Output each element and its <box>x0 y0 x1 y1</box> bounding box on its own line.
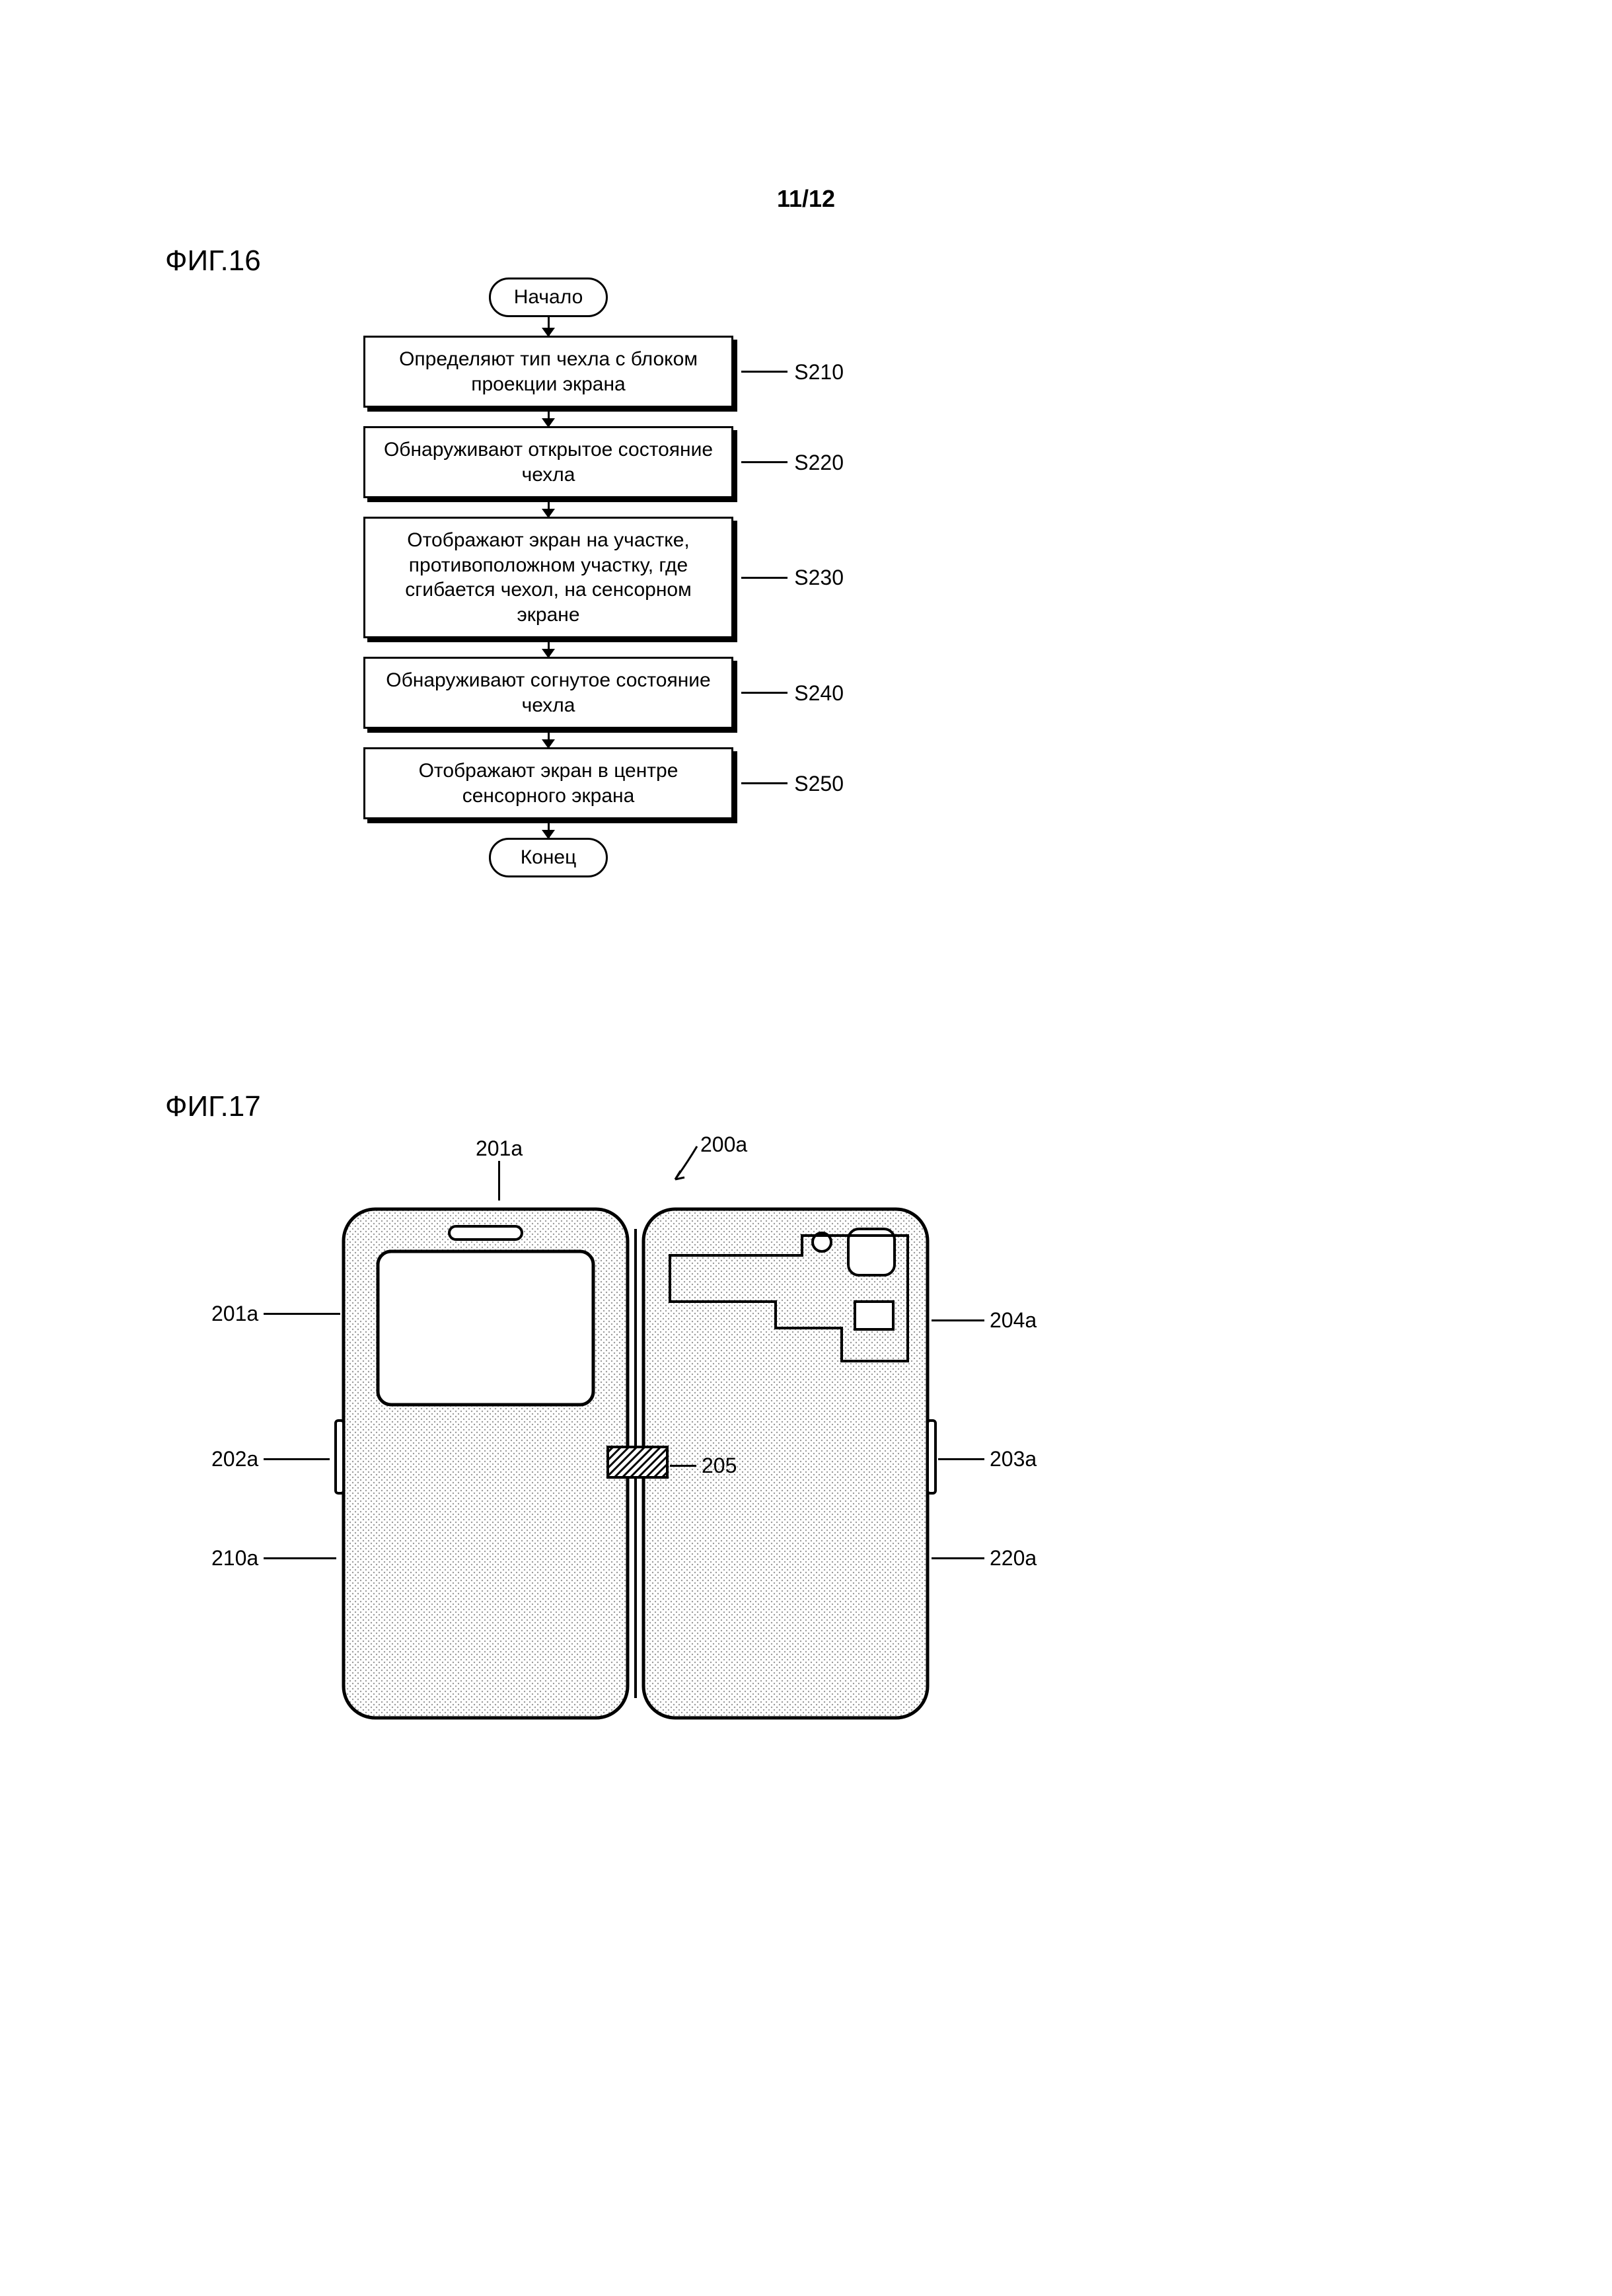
fig17-label: ФИГ.17 <box>165 1090 261 1123</box>
step-row: Отображают экран на участке, противополо… <box>251 517 846 638</box>
step-s240: Обнаруживают согнутое состояние чехла S2… <box>363 657 733 729</box>
callout-line <box>264 1458 330 1460</box>
terminator-end: Конец <box>489 838 608 877</box>
side-button-right <box>928 1421 935 1493</box>
callout-line <box>264 1557 336 1559</box>
callout-line <box>264 1313 340 1315</box>
step-ref: S220 <box>741 449 844 476</box>
step-ref-text: S220 <box>794 449 844 476</box>
callout-text: 210a <box>211 1546 258 1571</box>
side-button-left <box>336 1421 344 1493</box>
callout-line <box>932 1557 984 1559</box>
step-s220: Обнаруживают открытое состояние чехла S2… <box>363 426 733 498</box>
flowchart-fig16: Начало Определяют тип чехла с блоком про… <box>251 278 846 877</box>
callout-text: 200a <box>700 1132 747 1157</box>
step-row: Обнаруживают согнутое состояние чехла S2… <box>251 657 846 729</box>
step-s230: Отображают экран на участке, противополо… <box>363 517 733 638</box>
callout-text: 201a <box>476 1136 523 1161</box>
callout-text: 204a <box>990 1308 1037 1333</box>
device-figure: 201a 200a <box>192 1136 1117 1863</box>
callout-line <box>938 1458 984 1460</box>
callout-line <box>932 1319 984 1321</box>
callout-202a: 202a <box>211 1447 330 1471</box>
arrow <box>548 638 550 657</box>
callout-201a-left: 201a <box>211 1302 340 1326</box>
callout-text: 201a <box>211 1302 258 1326</box>
step-ref: S250 <box>741 770 844 797</box>
callout-205: 205 <box>670 1454 737 1478</box>
arrow <box>548 819 550 838</box>
callout-204a: 204a <box>932 1308 1037 1333</box>
step-text: Отображают экран на участке, противополо… <box>405 529 692 626</box>
step-ref: S240 <box>741 680 844 706</box>
step-ref-text: S210 <box>794 359 844 385</box>
step-ref-text: S250 <box>794 770 844 797</box>
step-row: Отображают экран в центре сенсорного экр… <box>251 747 846 819</box>
patent-page: 11/12 ФИГ.16 Начало Определяют тип чехла… <box>0 0 1612 2296</box>
step-s250: Отображают экран в центре сенсорного экр… <box>363 747 733 819</box>
connector-205 <box>608 1447 667 1477</box>
step-text: Отображают экран в центре сенсорного экр… <box>419 760 678 807</box>
terminator-start: Начало <box>489 278 608 317</box>
callout-text: 203a <box>990 1447 1037 1471</box>
step-text: Обнаруживают открытое состояние чехла <box>384 439 713 486</box>
device-svg <box>192 1183 1117 1843</box>
callout-210a: 210a <box>211 1546 336 1571</box>
callout-text: 202a <box>211 1447 258 1471</box>
arrow <box>548 408 550 426</box>
arrow <box>548 729 550 747</box>
step-ref-text: S240 <box>794 680 844 706</box>
callout-line <box>670 1465 696 1467</box>
page-number: 11/12 <box>777 185 835 213</box>
callout-220a: 220a <box>932 1546 1037 1571</box>
step-row: Обнаруживают открытое состояние чехла S2… <box>251 426 846 498</box>
callout-text: 205 <box>702 1454 737 1478</box>
callout-203a: 203a <box>938 1447 1037 1471</box>
fig16-label: ФИГ.16 <box>165 244 261 278</box>
step-text: Определяют тип чехла с блоком проекции э… <box>399 348 698 395</box>
step-ref-text: S230 <box>794 564 844 591</box>
step-s210: Определяют тип чехла с блоком проекции э… <box>363 336 733 408</box>
speaker-slot <box>449 1226 522 1240</box>
callout-text: 220a <box>990 1546 1037 1571</box>
step-row: Определяют тип чехла с блоком проекции э… <box>251 336 846 408</box>
step-ref: S230 <box>741 564 844 591</box>
step-text: Обнаруживают согнутое состояние чехла <box>386 669 710 716</box>
chip-204a <box>855 1302 893 1329</box>
arrow <box>548 498 550 517</box>
step-ref: S210 <box>741 359 844 385</box>
window-cutout <box>378 1251 593 1405</box>
arrow <box>548 317 550 336</box>
